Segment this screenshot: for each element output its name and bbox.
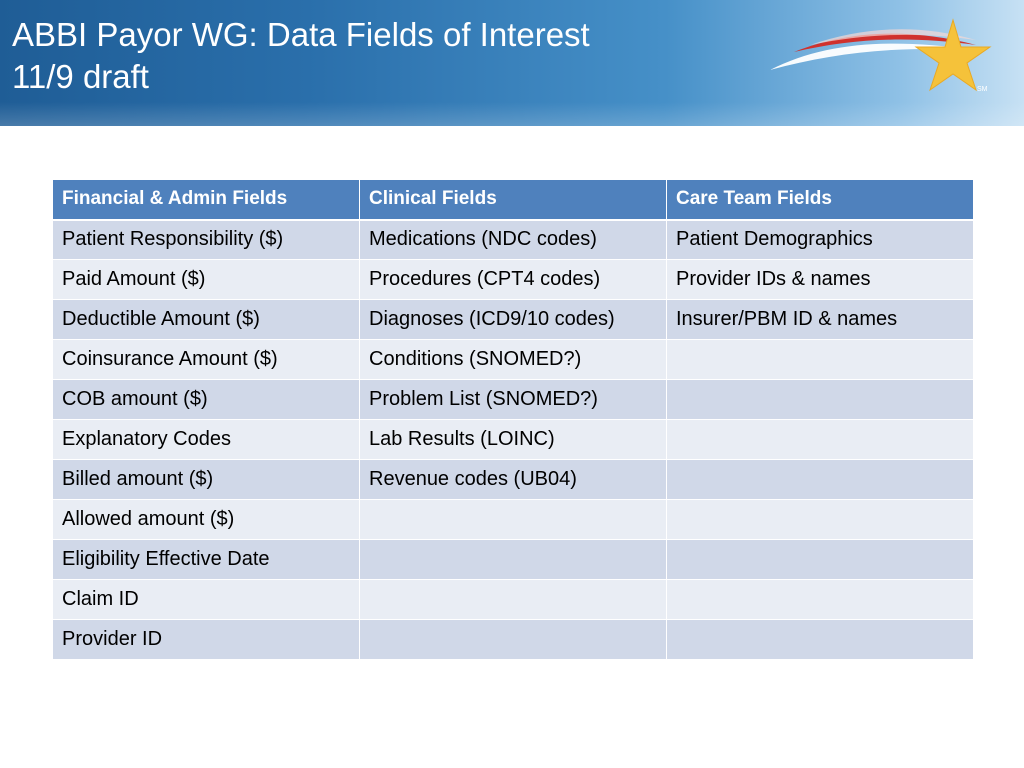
table-cell: Conditions (SNOMED?) (359, 339, 667, 380)
table-cell: Claim ID (52, 579, 360, 620)
table-cell: Deductible Amount ($) (52, 299, 360, 340)
table-row: Deductible Amount ($) Diagnoses (ICD9/10… (52, 299, 974, 340)
star-swoosh-logo-icon (770, 18, 992, 92)
table-cell: Billed amount ($) (52, 459, 360, 500)
table-row: Eligibility Effective Date (52, 539, 974, 580)
table-cell (359, 619, 667, 660)
table-cell (666, 379, 974, 420)
light-swoosh-icon (810, 29, 976, 45)
table-cell: Patient Demographics (666, 219, 974, 260)
table-cell (666, 619, 974, 660)
table-row: Explanatory Codes Lab Results (LOINC) (52, 419, 974, 460)
header-clinical: Clinical Fields (359, 179, 667, 221)
table-cell: Paid Amount ($) (52, 259, 360, 300)
table-cell: Procedures (CPT4 codes) (359, 259, 667, 300)
table-row: Allowed amount ($) (52, 499, 974, 540)
slide-title-line-2: 11/9 draft (12, 58, 149, 95)
table-cell (666, 339, 974, 380)
table-cell: Problem List (SNOMED?) (359, 379, 667, 420)
table-cell: Patient Responsibility ($) (52, 219, 360, 260)
table-cell: Eligibility Effective Date (52, 539, 360, 580)
table-cell (359, 499, 667, 540)
slide-title-line-1: ABBI Payor WG: Data Fields of Interest (12, 16, 590, 53)
table-cell: Lab Results (LOINC) (359, 419, 667, 460)
table-cell: Revenue codes (UB04) (359, 459, 667, 500)
table-cell (666, 579, 974, 620)
table-row: Provider ID (52, 619, 974, 660)
table-row: Billed amount ($) Revenue codes (UB04) (52, 459, 974, 500)
table-cell: Provider ID (52, 619, 360, 660)
table-cell: COB amount ($) (52, 379, 360, 420)
header-financial-admin: Financial & Admin Fields (52, 179, 360, 221)
table-cell (359, 539, 667, 580)
table-cell (666, 499, 974, 540)
red-swoosh-icon (794, 33, 976, 52)
table-cell (666, 539, 974, 580)
table-cell: Diagnoses (ICD9/10 codes) (359, 299, 667, 340)
star-icon (914, 18, 992, 92)
table-row: Coinsurance Amount ($) Conditions (SNOME… (52, 339, 974, 380)
table-cell: Medications (NDC codes) (359, 219, 667, 260)
title-band: ABBI Payor WG: Data Fields of Interest 1… (0, 0, 1024, 126)
table-cell: Allowed amount ($) (52, 499, 360, 540)
data-fields-table: Financial & Admin Fields Clinical Fields… (52, 179, 974, 660)
service-mark: SM (977, 86, 988, 93)
table-cell: Explanatory Codes (52, 419, 360, 460)
table-cell: Insurer/PBM ID & names (666, 299, 974, 340)
table-cell: Coinsurance Amount ($) (52, 339, 360, 380)
white-swoosh-icon (770, 43, 975, 70)
table-cell: Provider IDs & names (666, 259, 974, 300)
header-care-team: Care Team Fields (666, 179, 974, 221)
table-row: Patient Responsibility ($) Medications (… (52, 219, 974, 260)
table-cell (666, 419, 974, 460)
table-row: Paid Amount ($) Procedures (CPT4 codes) … (52, 259, 974, 300)
table-row: COB amount ($) Problem List (SNOMED?) (52, 379, 974, 420)
slide-title: ABBI Payor WG: Data Fields of Interest 1… (12, 14, 590, 98)
table-row: Claim ID (52, 579, 974, 620)
table-cell (666, 459, 974, 500)
table-header-row: Financial & Admin Fields Clinical Fields… (52, 179, 974, 221)
table-cell (359, 579, 667, 620)
